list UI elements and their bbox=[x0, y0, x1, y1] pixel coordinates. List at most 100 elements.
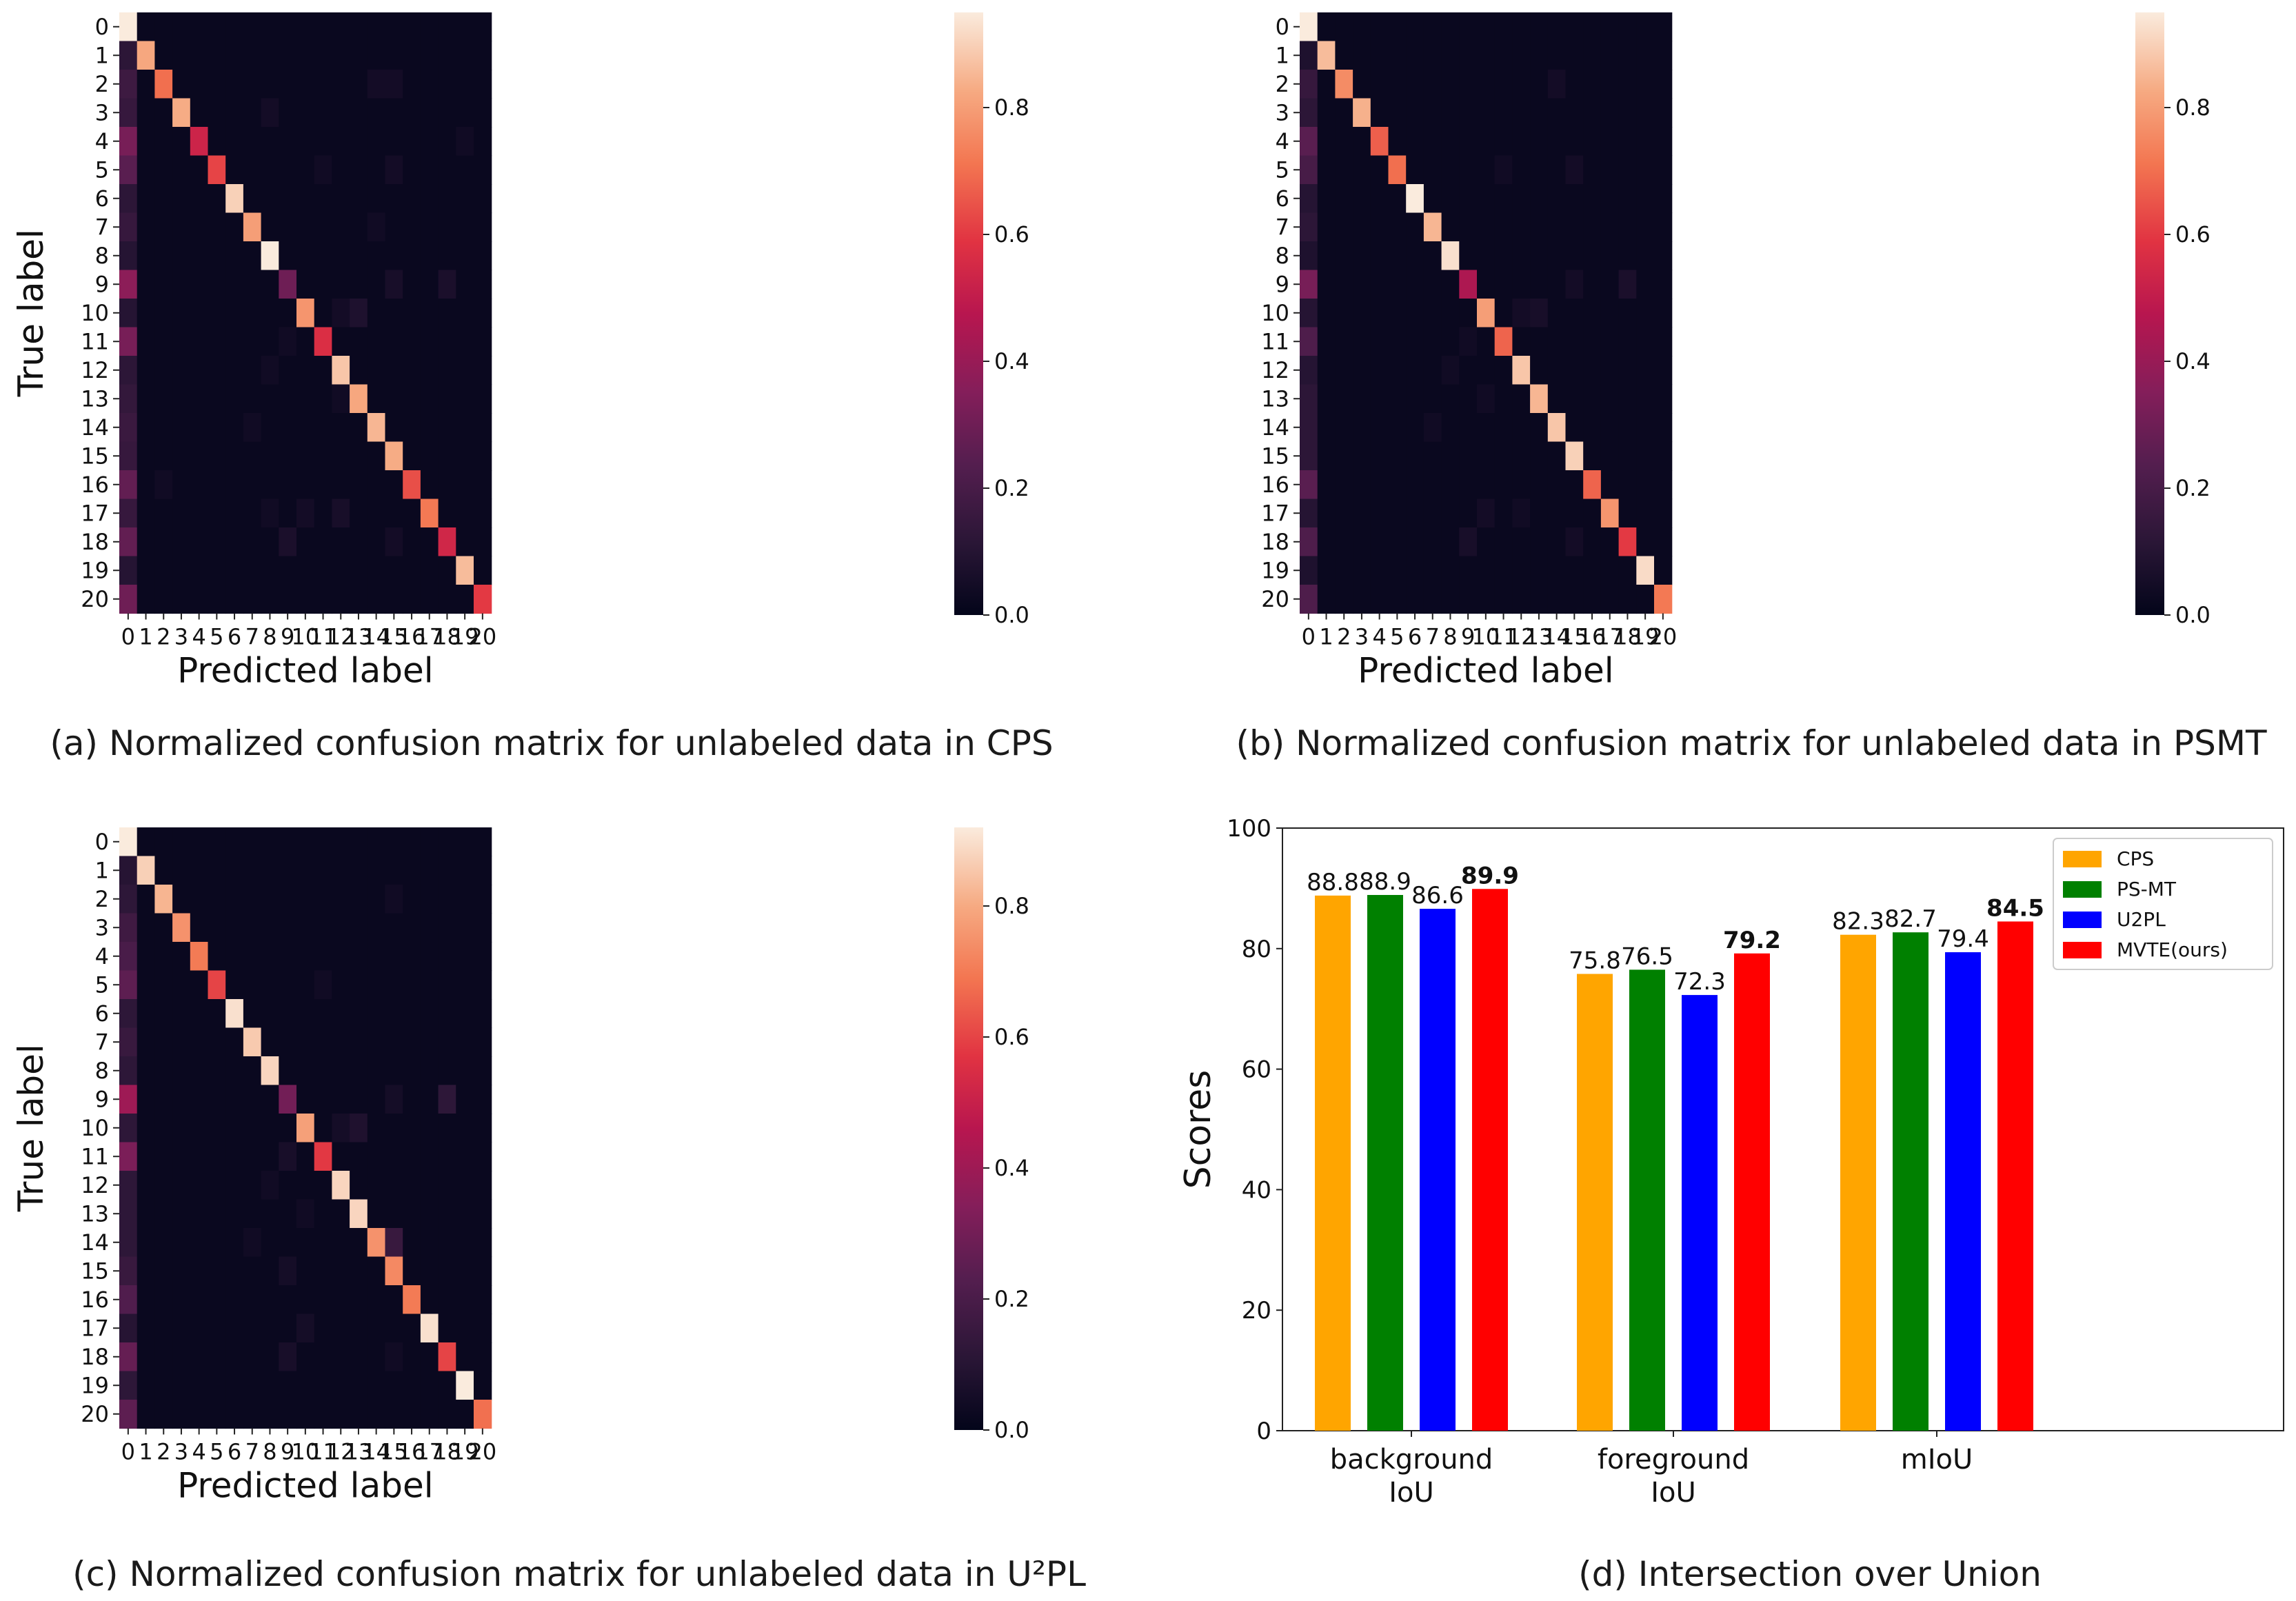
heatmap-cell bbox=[385, 1371, 403, 1400]
heatmap-cell bbox=[1600, 327, 1620, 356]
heatmap-cell bbox=[208, 1256, 226, 1286]
heatmap-cell bbox=[1636, 41, 1655, 70]
heatmap-cell bbox=[296, 1085, 315, 1114]
heatmap-cell bbox=[1423, 384, 1442, 414]
x-tick-label: 14 bbox=[1542, 624, 1571, 650]
heatmap-cell bbox=[474, 970, 492, 1000]
heatmap-cell bbox=[385, 1342, 403, 1372]
heatmap-cell bbox=[385, 356, 403, 385]
heatmap-cell bbox=[1512, 98, 1531, 128]
heatmap-cell bbox=[385, 441, 403, 471]
heatmap-cell bbox=[190, 155, 209, 185]
heatmap-cell bbox=[208, 1171, 226, 1200]
heatmap-cell bbox=[208, 441, 226, 471]
heatmap-cell bbox=[279, 98, 297, 128]
heatmap-cell bbox=[367, 1056, 386, 1086]
y-tick-label: 20 bbox=[81, 1401, 109, 1427]
heatmap-cell bbox=[154, 499, 173, 528]
heatmap-cell bbox=[261, 527, 279, 557]
heatmap-cell bbox=[367, 98, 386, 128]
heatmap-cell bbox=[438, 1027, 456, 1057]
heatmap-cell bbox=[154, 184, 173, 214]
heatmap-cell bbox=[367, 885, 386, 914]
heatmap-cell bbox=[403, 1114, 421, 1143]
heatmap-cell bbox=[279, 1114, 297, 1143]
heatmap-cell bbox=[314, 527, 332, 557]
heatmap-cell bbox=[474, 384, 492, 414]
heatmap-cell bbox=[1441, 499, 1460, 528]
heatmap-cell bbox=[1600, 212, 1620, 242]
heatmap-cell bbox=[1423, 441, 1442, 471]
heatmap-cell bbox=[456, 1371, 474, 1400]
heatmap-cell bbox=[367, 1313, 386, 1343]
heatmap-cell bbox=[1300, 441, 1318, 471]
heatmap-cell bbox=[332, 127, 350, 157]
heatmap-cell bbox=[403, 1371, 421, 1400]
heatmap-cell bbox=[1423, 413, 1442, 443]
bar-u2pl bbox=[1682, 995, 1718, 1431]
heatmap-cell bbox=[1583, 98, 1602, 128]
heatmap-cell bbox=[456, 827, 474, 857]
heatmap-cell bbox=[190, 999, 209, 1029]
bar-ps-mt bbox=[1629, 969, 1665, 1431]
heatmap-cell bbox=[154, 1285, 173, 1315]
heatmap-cell bbox=[1565, 12, 1584, 42]
heatmap-cell bbox=[172, 856, 191, 885]
heatmap-cell bbox=[1618, 441, 1637, 471]
heatmap-cell bbox=[1547, 327, 1567, 356]
heatmap-cell bbox=[243, 913, 262, 943]
heatmap-cell bbox=[1477, 327, 1496, 356]
heatmap-cell bbox=[474, 1056, 492, 1086]
y-tick-label: 11 bbox=[81, 328, 109, 354]
heatmap-cell bbox=[1353, 327, 1371, 356]
colorbar-tick-label: 0.2 bbox=[994, 475, 1029, 501]
heatmap-cell bbox=[1459, 98, 1478, 128]
x-tick-label: 17 bbox=[415, 1439, 443, 1465]
heatmap-cell bbox=[1547, 184, 1567, 214]
colorbar-tick-label: 0.2 bbox=[2175, 475, 2211, 501]
heatmap-cell bbox=[1565, 413, 1584, 443]
heatmap-cell bbox=[1300, 499, 1318, 528]
heatmap-cell bbox=[172, 585, 191, 614]
colorbar bbox=[954, 827, 983, 1430]
heatmap-cell bbox=[1459, 270, 1478, 299]
heatmap-cell bbox=[1477, 270, 1496, 299]
heatmap-cell bbox=[190, 499, 209, 528]
heatmap-cell bbox=[1477, 70, 1496, 99]
heatmap-cell bbox=[279, 970, 297, 1000]
heatmap-cell bbox=[1353, 184, 1371, 214]
y-tick-label: 0 bbox=[95, 14, 109, 40]
heatmap-cell bbox=[225, 1342, 244, 1372]
heatmap-cell bbox=[243, 441, 262, 471]
y-tick-label: 18 bbox=[81, 1344, 109, 1370]
heatmap-cell bbox=[190, 913, 209, 943]
heatmap-cell bbox=[172, 241, 191, 271]
heatmap-cell bbox=[350, 384, 368, 414]
heatmap-cell bbox=[137, 327, 155, 356]
heatmap-cell bbox=[474, 1342, 492, 1372]
heatmap-cell bbox=[190, 1342, 209, 1372]
heatmap-cell bbox=[279, 1285, 297, 1315]
heatmap-cell bbox=[367, 1342, 386, 1372]
bar-value-label: 72.3 bbox=[1673, 968, 1726, 996]
heatmap-cell bbox=[1618, 98, 1637, 128]
heatmap-cell bbox=[119, 12, 138, 42]
heatmap-cell bbox=[474, 299, 492, 328]
heatmap-cell bbox=[296, 70, 315, 99]
heatmap-cell bbox=[190, 1027, 209, 1057]
heatmap-cell bbox=[119, 1171, 138, 1200]
x-tick-label: 20 bbox=[1649, 624, 1677, 650]
heatmap-cell bbox=[190, 299, 209, 328]
heatmap-cell bbox=[225, 1400, 244, 1429]
heatmap-cell bbox=[1370, 41, 1389, 70]
heatmap-cell bbox=[225, 127, 244, 157]
heatmap-cell bbox=[296, 1342, 315, 1372]
heatmap-cell bbox=[403, 1400, 421, 1429]
heatmap-cell bbox=[1406, 470, 1424, 500]
heatmap-cell bbox=[190, 585, 209, 614]
x-tick-label: 11 bbox=[1489, 624, 1518, 650]
heatmap-cell bbox=[261, 1342, 279, 1372]
y-tick-label: 13 bbox=[81, 385, 109, 412]
y-axis-title: True label bbox=[11, 1044, 51, 1212]
